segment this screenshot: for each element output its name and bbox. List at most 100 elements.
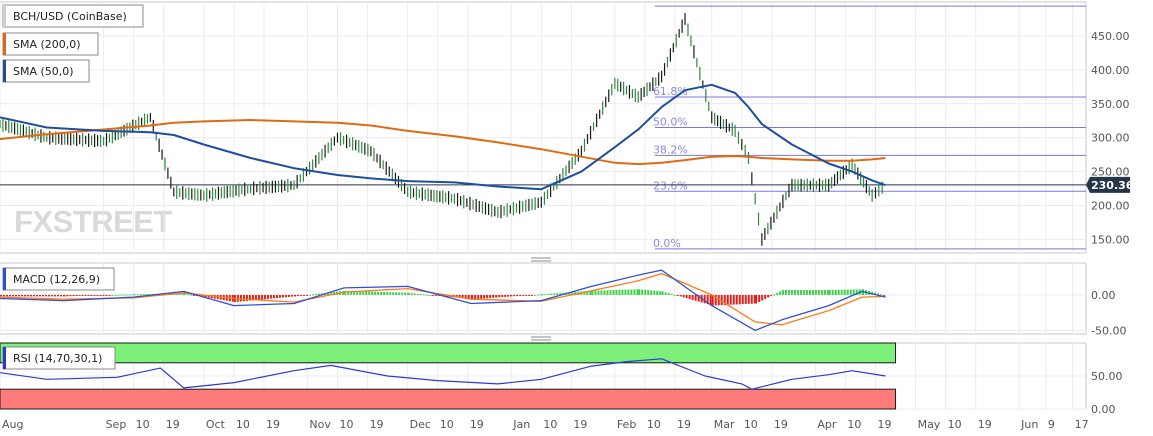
macd-histogram-bar <box>495 294 498 298</box>
macd-histogram-bar <box>761 294 764 301</box>
macd-histogram-bar <box>877 293 880 295</box>
macd-histogram-bar <box>133 294 136 296</box>
x-tick-label: Jun <box>1020 418 1038 431</box>
macd-histogram-bar <box>650 290 653 295</box>
macd-histogram-bar <box>145 294 148 296</box>
macd-histogram-bar <box>840 289 843 295</box>
macd-histogram-bar <box>78 294 81 296</box>
macd-histogram-bar <box>275 294 278 299</box>
macd-histogram-bar <box>242 294 245 302</box>
macd-histogram-bar <box>647 290 650 295</box>
macd-histogram-bar <box>374 291 377 295</box>
macd-histogram-bar <box>365 291 368 295</box>
svg-text:RSI (14,70,30,1): RSI (14,70,30,1) <box>13 352 102 365</box>
macd-histogram-bar <box>811 289 814 295</box>
macd-histogram-bar <box>353 290 356 295</box>
macd-histogram-bar <box>306 294 309 296</box>
macd-histogram-bar <box>550 293 553 295</box>
macd-histogram-bar <box>522 294 525 296</box>
macd-histogram-bar <box>201 294 204 297</box>
macd-histogram-bar <box>758 294 761 302</box>
macd-histogram-bar <box>284 294 287 298</box>
macd-histogram-bar <box>556 293 559 295</box>
macd-histogram-bar <box>547 293 550 295</box>
macd-histogram-bar <box>175 293 178 295</box>
y-tick-label: -50.00 <box>1091 324 1126 337</box>
macd-histogram-bar <box>784 289 787 295</box>
macd-histogram-bar <box>303 294 306 296</box>
macd-histogram-bar <box>883 294 886 296</box>
macd-histogram-bar <box>679 294 682 297</box>
macd-histogram-bar <box>492 294 495 298</box>
legend-bch-usd[interactable]: BCH/USD (CoinBase) <box>2 4 144 28</box>
macd-histogram-bar <box>568 292 571 295</box>
macd-histogram-bar <box>401 292 404 295</box>
macd-histogram-bar <box>467 294 470 299</box>
macd-histogram-bar <box>96 294 99 296</box>
macd-histogram-bar <box>136 294 139 296</box>
macd-histogram-bar <box>297 294 300 297</box>
macd-histogram-bar <box>315 293 318 295</box>
macd-histogram-bar <box>419 294 422 296</box>
x-tick-label: 19 <box>978 418 992 431</box>
macd-histogram-bar <box>834 289 837 295</box>
macd-histogram-bar <box>820 289 823 295</box>
x-tick-label: 19 <box>774 418 788 431</box>
macd-histogram-bar <box>69 294 72 297</box>
fibonacci-label: 38.2% <box>653 143 688 156</box>
macd-histogram-bar <box>266 294 269 299</box>
macd-histogram-bar <box>513 294 516 297</box>
macd-histogram-bar <box>703 294 706 304</box>
macd-histogram-bar <box>260 294 263 300</box>
macd-histogram-bar <box>826 289 829 295</box>
legend-sma-50[interactable]: SMA (50,0) <box>2 59 90 83</box>
y-tick-label: 50.00 <box>1091 370 1123 383</box>
macd-histogram-bar <box>425 294 428 296</box>
macd-histogram-bar <box>327 292 330 295</box>
x-tick-label: 10 <box>339 418 353 431</box>
macd-histogram-bar <box>720 294 723 306</box>
macd-histogram-bar <box>732 294 735 305</box>
macd-histogram-bar <box>377 291 380 295</box>
legend-sma-200[interactable]: SMA (200,0) <box>2 32 99 56</box>
legend-macd[interactable]: MACD (12,26,9) <box>2 267 115 291</box>
macd-histogram-bar <box>126 294 129 296</box>
macd-histogram-bar <box>129 294 132 296</box>
macd-histogram-bar <box>525 294 528 296</box>
macd-histogram-bar <box>422 294 425 296</box>
y-tick-label: 0.00 <box>1091 289 1116 302</box>
panel-splitter-handle[interactable] <box>531 336 551 341</box>
x-tick-label: Mar <box>714 418 735 431</box>
macd-histogram-bar <box>653 290 656 295</box>
macd-histogram-bar <box>290 294 293 297</box>
svg-text:SMA (50,0): SMA (50,0) <box>13 65 74 78</box>
macd-histogram-bar <box>779 291 782 295</box>
macd-histogram-bar <box>574 291 577 295</box>
macd-histogram-bar <box>359 291 362 295</box>
macd-histogram-bar <box>753 294 756 304</box>
macd-histogram-bar <box>84 294 87 296</box>
macd-histogram-bar <box>410 293 413 295</box>
macd-histogram-bar <box>347 290 350 295</box>
panel-splitter-handle[interactable] <box>531 257 551 262</box>
macd-histogram-bar <box>706 294 709 305</box>
macd-histogram-bar <box>486 294 489 299</box>
macd-histogram-bar <box>498 294 501 298</box>
macd-histogram-bar <box>709 294 712 305</box>
macd-histogram-bar <box>0 294 2 297</box>
macd-histogram-bar <box>333 291 336 295</box>
macd-histogram-bar <box>48 294 50 297</box>
macd-histogram-bar <box>501 294 504 298</box>
macd-histogram-bar <box>51 294 53 297</box>
fibonacci-label: 23.6% <box>653 179 688 192</box>
macd-histogram-bar <box>676 294 679 296</box>
macd-histogram-bar <box>600 290 603 295</box>
rsi-oversold-zone <box>0 388 897 410</box>
macd-histogram-bar <box>189 294 192 296</box>
macd-histogram-bar <box>630 289 633 295</box>
macd-histogram-bar <box>21 294 23 297</box>
macd-histogram-bar <box>799 289 802 295</box>
x-tick-label: 10 <box>647 418 661 431</box>
macd-histogram-bar <box>105 294 108 296</box>
legend-rsi[interactable]: RSI (14,70,30,1) <box>2 346 116 370</box>
